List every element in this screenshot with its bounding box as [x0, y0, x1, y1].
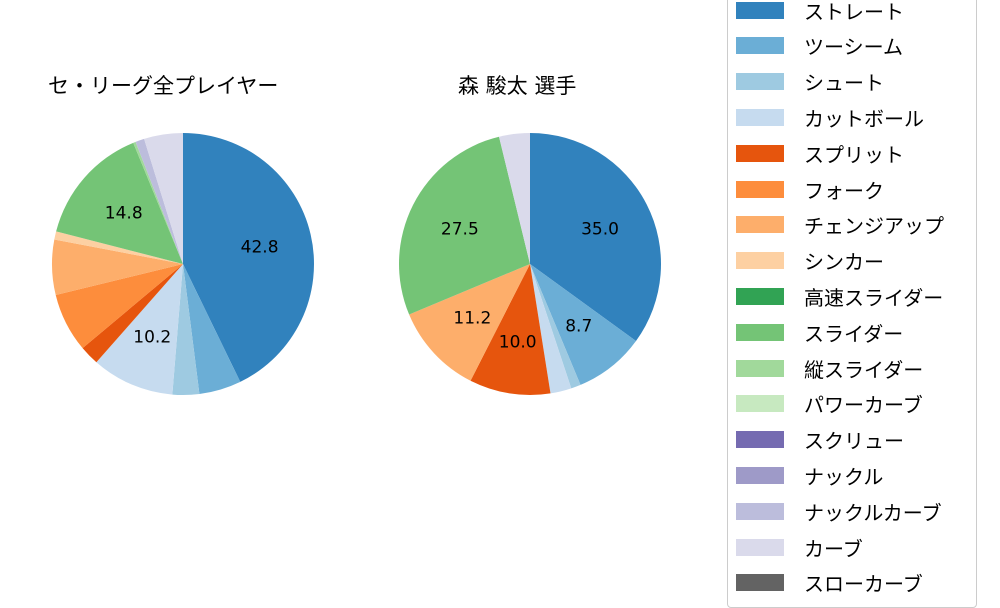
pie-slice [56, 142, 184, 264]
pie-slice [82, 264, 183, 363]
pie-slice [183, 264, 241, 394]
legend-label: スライダー [804, 321, 904, 346]
legend-item: スプリット [736, 141, 904, 167]
pie-slice [499, 133, 530, 264]
legend-swatch [736, 431, 784, 449]
legend-label: スローカーブ [804, 572, 923, 597]
pie-slice [51, 239, 183, 295]
pie-slice [135, 138, 183, 264]
legend-label: シンカー [804, 250, 884, 275]
legend-item: フォーク [736, 177, 884, 203]
legend-item: ストレート [736, 0, 904, 24]
legend-item: カットボール [736, 105, 924, 131]
legend-label: ストレート [804, 0, 904, 24]
slice-value-label: 10.0 [499, 333, 537, 353]
legend-label: スプリット [804, 142, 904, 167]
pie-slice [530, 264, 581, 389]
legend-swatch [736, 180, 784, 198]
pie-slice [133, 141, 183, 264]
legend-item: ナックル [736, 463, 884, 489]
legend-item: シンカー [736, 249, 884, 275]
slice-value-label: 14.8 [105, 203, 143, 223]
legend-swatch [736, 323, 784, 341]
legend-item: スライダー [736, 320, 904, 346]
legend-label: シュート [804, 71, 884, 96]
pie-slice [409, 264, 530, 381]
legend-item: シュート [736, 70, 884, 96]
left-chart-title: セ・リーグ全プレイヤー [48, 74, 279, 98]
pie-slice [470, 264, 551, 395]
slice-value-label: 11.2 [453, 308, 491, 328]
legend-item: ツーシーム [736, 34, 903, 60]
pie-slice [55, 264, 183, 349]
legend-swatch [736, 466, 784, 484]
pie-slice [399, 136, 530, 315]
pie-right-player: 35.0 8.7 10.0 11.2 27.5 [399, 133, 661, 395]
legend-item: スクリュー [736, 428, 904, 454]
legend-swatch [736, 144, 784, 162]
pie-slice [530, 133, 661, 341]
slice-value-label: 27.5 [441, 220, 479, 240]
slice-value-label: 35.0 [581, 219, 619, 239]
legend-label: スクリュー [804, 429, 904, 454]
legend-item: 縦スライダー [736, 356, 924, 382]
legend-swatch [736, 252, 784, 270]
legend-label: 縦スライダー [804, 357, 924, 382]
legend-label: カーブ [804, 536, 863, 561]
legend-swatch [736, 37, 784, 55]
legend-swatch [736, 395, 784, 413]
pie-slice [183, 133, 314, 382]
legend-item: カーブ [736, 535, 863, 561]
legend-label: フォーク [804, 178, 884, 203]
legend: ストレートツーシームシュートカットボール スプリットフォークチェンジアップ シンカー… [727, 0, 977, 608]
legend-item: パワーカーブ [736, 392, 923, 418]
legend-swatch [736, 73, 784, 91]
legend-label: ツーシーム [804, 35, 903, 60]
legend-label: ナックル [804, 464, 884, 489]
legend-label: ナックルカーブ [804, 500, 942, 525]
slice-value-label: 8.7 [565, 317, 592, 337]
legend-item: 高速スライダー [736, 284, 944, 310]
pie-slice [96, 264, 183, 395]
legend-label: カットボール [804, 106, 924, 131]
legend-label: 高速スライダー [804, 285, 944, 310]
pie-slice [530, 264, 636, 385]
legend-swatch [736, 359, 784, 377]
legend-item: スローカーブ [736, 571, 923, 597]
legend-swatch [736, 574, 784, 592]
slice-value-label: 42.8 [241, 237, 279, 257]
slice-value-label: 10.2 [133, 327, 171, 347]
pie-slice [144, 133, 183, 264]
legend-swatch [736, 287, 784, 305]
legend-swatch [736, 108, 784, 126]
legend-item: ナックルカーブ [736, 499, 942, 525]
pie-slice [530, 264, 572, 394]
legend-item: チェンジアップ [736, 213, 944, 239]
right-chart-title: 森 駿太 選手 [458, 74, 577, 98]
legend-swatch [736, 502, 784, 520]
legend-label: チェンジアップ [804, 214, 944, 239]
legend-label: パワーカーブ [804, 393, 923, 418]
pie-left-all-players: 42.8 10.2 14.8 [51, 133, 314, 395]
legend-swatch [736, 216, 784, 234]
pie-slice [54, 231, 183, 264]
pie-slice [172, 264, 200, 395]
legend-swatch [736, 538, 784, 556]
legend-swatch [736, 1, 784, 19]
